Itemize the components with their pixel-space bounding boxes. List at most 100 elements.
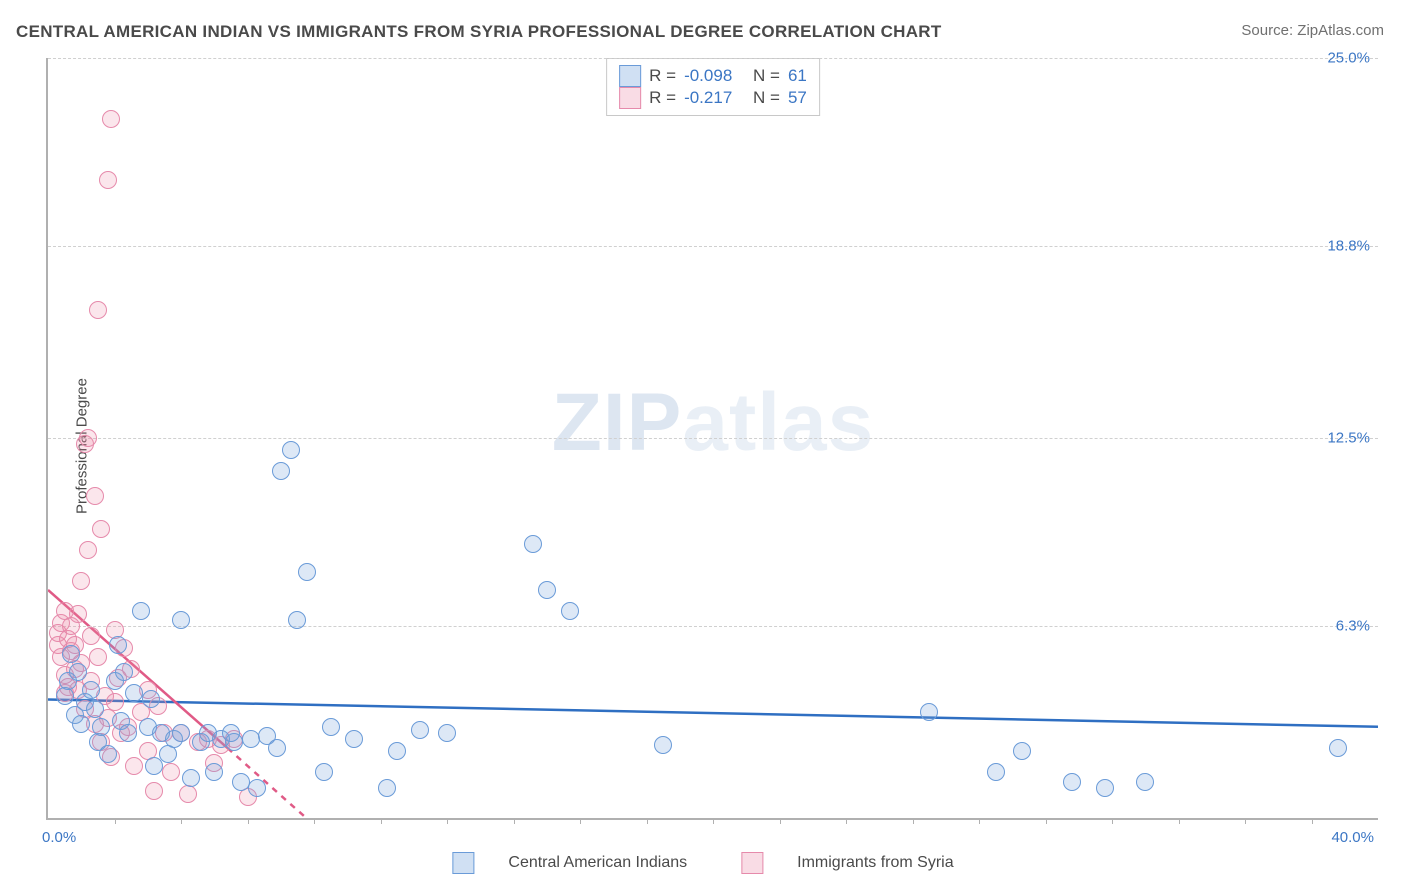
scatter-point-blue [538,581,556,599]
scatter-point-pink [82,627,100,645]
x-tick [1112,818,1113,824]
swatch-blue-icon [619,65,641,87]
scatter-point-pink [79,429,97,447]
scatter-point-blue [920,703,938,721]
scatter-point-blue [1329,739,1347,757]
stats-box: R = -0.098 N = 61 R = -0.217 N = 57 [606,58,820,116]
y-tick-label: 6.3% [1336,618,1370,635]
scatter-point-blue [248,779,266,797]
scatter-point-blue [322,718,340,736]
scatter-point-blue [115,663,133,681]
scatter-point-blue [72,715,90,733]
x-tick [115,818,116,824]
scatter-point-blue [86,700,104,718]
legend-label-pink: Immigrants from Syria [797,854,953,872]
scatter-point-blue [1096,779,1114,797]
x-tick [846,818,847,824]
r-value-blue: -0.098 [684,66,732,86]
x-tick-label-min: 0.0% [42,829,76,846]
scatter-point-blue [119,724,137,742]
x-tick [647,818,648,824]
scatter-point-blue [411,721,429,739]
scatter-point-blue [1136,773,1154,791]
stats-row-blue: R = -0.098 N = 61 [619,65,807,87]
scatter-point-pink [179,785,197,803]
scatter-point-pink [92,520,110,538]
scatter-point-pink [162,763,180,781]
scatter-point-pink [69,605,87,623]
n-label: N = [753,88,780,108]
x-tick [979,818,980,824]
n-value-blue: 61 [788,66,807,86]
scatter-point-blue [62,645,80,663]
x-tick [780,818,781,824]
scatter-point-pink [79,541,97,559]
scatter-point-blue [92,718,110,736]
scatter-point-blue [56,687,74,705]
scatter-point-pink [89,648,107,666]
y-tick-label: 25.0% [1327,50,1370,67]
source-attribution: Source: ZipAtlas.com [1241,22,1384,39]
x-tick [913,818,914,824]
scatter-point-blue [524,535,542,553]
y-tick-label: 18.8% [1327,238,1370,255]
scatter-point-blue [272,462,290,480]
scatter-point-blue [315,763,333,781]
scatter-point-blue [132,602,150,620]
legend-swatch-blue-icon [452,852,474,874]
scatter-point-blue [1013,742,1031,760]
n-label: N = [753,66,780,86]
plot-area: ZIPatlas R = -0.098 N = 61 R = -0.217 N … [46,58,1378,820]
x-tick [1046,818,1047,824]
scatter-point-blue [222,724,240,742]
scatter-point-pink [86,487,104,505]
r-label: R = [649,66,676,86]
x-tick [1179,818,1180,824]
scatter-point-blue [172,724,190,742]
scatter-point-blue [378,779,396,797]
scatter-point-blue [109,636,127,654]
scatter-point-pink [125,757,143,775]
scatter-point-blue [345,730,363,748]
scatter-point-blue [172,611,190,629]
scatter-point-blue [282,441,300,459]
x-tick [181,818,182,824]
legend: Central American Indians Immigrants from… [452,852,953,874]
gridline [48,58,1378,59]
scatter-point-blue [561,602,579,620]
x-tick [314,818,315,824]
scatter-point-blue [268,739,286,757]
x-tick [1312,818,1313,824]
x-tick [514,818,515,824]
scatter-point-blue [182,769,200,787]
scatter-point-blue [242,730,260,748]
watermark-zip: ZIP [552,377,683,468]
scatter-point-blue [654,736,672,754]
x-tick [447,818,448,824]
x-tick [580,818,581,824]
n-value-pink: 57 [788,88,807,108]
x-tick [713,818,714,824]
stats-row-pink: R = -0.217 N = 57 [619,87,807,109]
source-link[interactable]: ZipAtlas.com [1297,22,1384,39]
scatter-point-blue [438,724,456,742]
scatter-point-blue [205,763,223,781]
scatter-point-pink [72,572,90,590]
scatter-point-blue [82,681,100,699]
scatter-point-blue [69,663,87,681]
scatter-point-pink [102,110,120,128]
scatter-point-blue [125,684,143,702]
swatch-pink-icon [619,87,641,109]
x-tick-label-max: 40.0% [1331,829,1374,846]
scatter-point-pink [145,782,163,800]
scatter-point-blue [1063,773,1081,791]
gridline [48,246,1378,247]
scatter-point-blue [388,742,406,760]
y-tick-label: 12.5% [1327,430,1370,447]
legend-swatch-pink-icon [741,852,763,874]
x-tick [248,818,249,824]
scatter-point-blue [142,690,160,708]
x-tick [381,818,382,824]
scatter-point-blue [99,745,117,763]
r-value-pink: -0.217 [684,88,732,108]
